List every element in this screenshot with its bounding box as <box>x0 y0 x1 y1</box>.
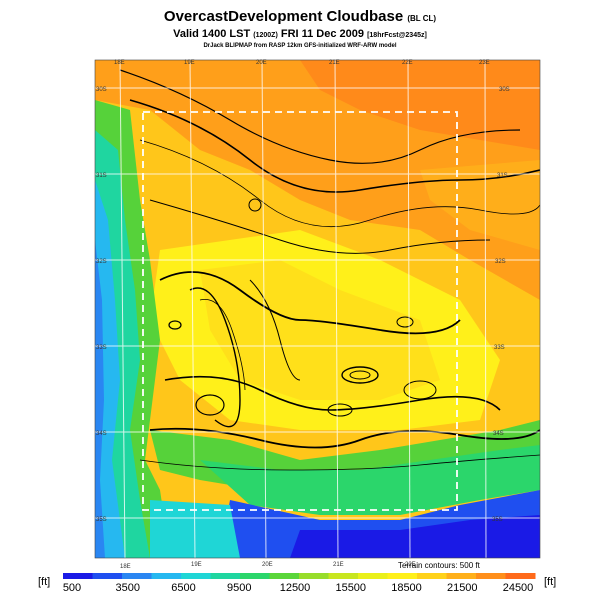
colorbar-tick-label: 12500 <box>280 582 311 594</box>
lon-label: 22E <box>402 60 413 66</box>
colorbar-swatch <box>328 573 359 579</box>
title-text: OvercastDevelopment Cloudbase <box>163 8 404 25</box>
colorbar-swatch <box>210 573 241 579</box>
colorbar-swatch <box>181 573 211 579</box>
lat-label: 32S <box>96 259 107 265</box>
graticule <box>95 60 540 558</box>
inner-domain-box <box>142 111 458 511</box>
colorbar-swatch <box>505 573 536 579</box>
lon-label: 18E <box>114 60 125 66</box>
lon-label: 20E <box>262 562 273 568</box>
colorbar-swatch <box>122 573 152 579</box>
colorbar <box>63 573 536 579</box>
colorbar-swatch <box>151 573 182 579</box>
map-frame <box>94 59 541 559</box>
lat-label: 34S <box>493 431 504 437</box>
colorbar-tick-label: 18500 <box>391 582 422 594</box>
lat-label: 31S <box>96 173 107 179</box>
colorbar-tick-label: 3500 <box>116 582 140 594</box>
colorbar-tick-labels: 500 3500 6500 9500 12500 15500 18500 21500 24500 <box>63 582 533 594</box>
colorbar-unit-left: [ft] <box>38 576 50 588</box>
colorbar-swatch <box>63 573 93 579</box>
colorbar-tick-label: 500 <box>63 582 81 594</box>
lat-label: 30S <box>499 87 510 93</box>
credit-line: DrJack BLIPMAP from RASP 12km GFS-initia… <box>203 43 397 49</box>
lon-label: 19E <box>184 60 195 66</box>
lat-label: 30S <box>96 87 107 93</box>
lat-labels-left: 30S 31S 32S 33S 34S 35S <box>96 87 107 523</box>
colorbar-tick-label: 24500 <box>503 582 534 594</box>
lat-label: 33S <box>96 345 107 351</box>
terrain-contour-note: Terrain contours: 500 ft <box>398 561 481 570</box>
lon-label: 21E <box>329 60 340 66</box>
colorbar-swatch <box>358 573 388 579</box>
forecast-field <box>95 60 540 558</box>
valid-code: (1200Z) <box>253 32 278 39</box>
colorbar-swatch <box>476 573 506 579</box>
lon-label: 21E <box>333 562 344 568</box>
lon-label: 22E <box>405 562 416 568</box>
lat-label: 35S <box>492 517 503 523</box>
colorbar-swatch <box>387 573 418 579</box>
colorbar-tick-label: 15500 <box>335 582 366 594</box>
forecast-info: [18hrFcst@2345z] <box>367 32 427 39</box>
lat-label: 35S <box>96 517 107 523</box>
colorbar-tick-label: 9500 <box>227 582 251 594</box>
title-suffix: (BL CL) <box>407 14 437 23</box>
colorbar-swatch <box>269 573 300 579</box>
lat-label: 31S <box>497 173 508 179</box>
map-title: OvercastDevelopment Cloudbase (BL CL) <box>0 8 600 25</box>
lon-labels-top: 18E 19E 20E 21E 22E 23E <box>114 60 490 66</box>
lat-label: 32S <box>495 259 506 265</box>
colorbar-swatch <box>240 573 270 579</box>
colorbar-swatch <box>417 573 447 579</box>
lat-label: 33S <box>494 345 505 351</box>
lat-labels-right: 30S 31S 32S 33S 34S 35S <box>492 87 510 523</box>
valid-label: Valid 1400 LST <box>173 28 251 40</box>
lat-label: 34S <box>96 431 107 437</box>
colorbar-tick-label: 6500 <box>171 582 195 594</box>
colorbar-tick-label: 21500 <box>447 582 478 594</box>
lon-label: 20E <box>256 60 267 66</box>
lon-labels-bottom: 18E 19E 20E 21E 22E <box>120 562 416 570</box>
lon-label: 19E <box>191 562 202 568</box>
colorbar-swatch <box>299 573 329 579</box>
colorbar-swatch <box>92 573 123 579</box>
terrain-contours <box>119 69 540 471</box>
colorbar-swatch <box>446 573 477 579</box>
valid-time-line: Valid 1400 LST (1200Z) FRI 11 Dec 2009 [… <box>0 28 600 40</box>
colorbar-unit-right: [ft] <box>544 576 556 588</box>
lon-label: 23E <box>479 60 490 66</box>
lon-label: 18E <box>120 564 131 570</box>
valid-date: FRI 11 Dec 2009 <box>280 28 365 40</box>
